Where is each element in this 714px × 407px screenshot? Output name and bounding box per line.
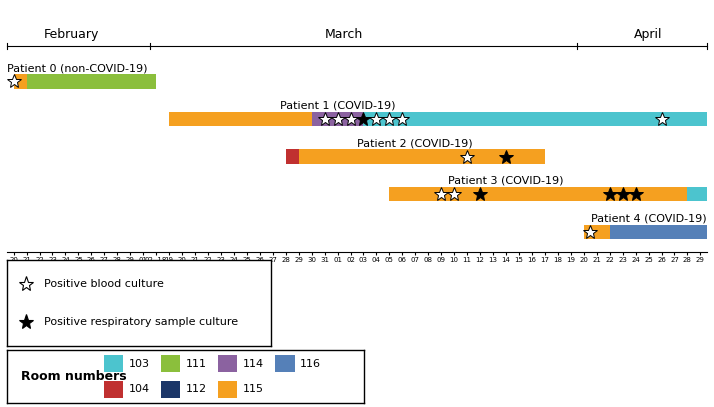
Text: Patient 1 (COVID-19): Patient 1 (COVID-19) — [280, 101, 396, 111]
Bar — [363, 112, 707, 126]
Text: April: April — [634, 28, 663, 41]
Text: Patient 3 (COVID-19): Patient 3 (COVID-19) — [448, 176, 564, 186]
Text: Positive blood culture: Positive blood culture — [44, 280, 164, 289]
Bar — [311, 112, 363, 126]
Bar — [161, 355, 180, 372]
Text: 103: 103 — [129, 359, 149, 369]
Bar — [688, 187, 707, 201]
Text: 112: 112 — [186, 384, 207, 394]
Text: 104: 104 — [129, 384, 150, 394]
Bar — [275, 355, 294, 372]
Bar — [161, 381, 180, 398]
Text: Patient 2 (COVID-19): Patient 2 (COVID-19) — [358, 138, 473, 148]
Text: Patient 4 (COVID-19): Patient 4 (COVID-19) — [590, 213, 706, 223]
Bar — [26, 74, 156, 89]
Bar — [286, 149, 298, 164]
Bar — [584, 225, 610, 239]
Text: March: March — [325, 28, 363, 41]
Text: 116: 116 — [300, 359, 321, 369]
Bar — [104, 355, 123, 372]
Text: 114: 114 — [243, 359, 264, 369]
Bar — [104, 381, 123, 398]
Text: Positive respiratory sample culture: Positive respiratory sample culture — [44, 317, 238, 327]
Bar — [389, 187, 688, 201]
Text: 111: 111 — [186, 359, 206, 369]
Bar — [218, 355, 237, 372]
Text: Patient 0 (non-COVID-19): Patient 0 (non-COVID-19) — [7, 63, 148, 73]
Text: February: February — [44, 28, 100, 41]
Text: Room numbers: Room numbers — [21, 370, 127, 383]
Bar — [218, 381, 237, 398]
Bar — [169, 112, 311, 126]
Bar — [14, 74, 26, 89]
Text: 115: 115 — [243, 384, 263, 394]
Bar — [610, 225, 707, 239]
Bar — [298, 149, 545, 164]
